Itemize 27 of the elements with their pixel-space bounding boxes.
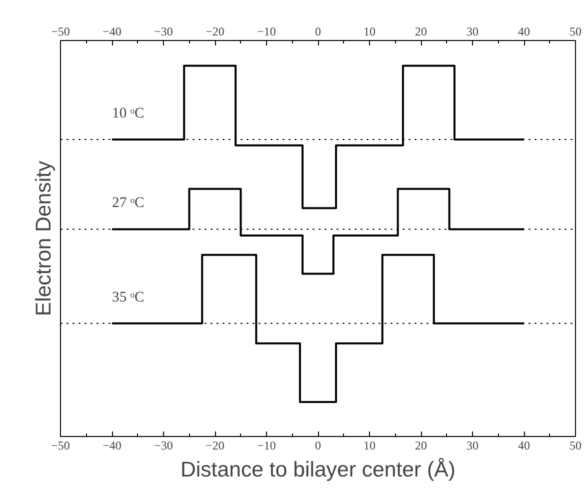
- series-label: 35 ᵒC: [112, 289, 144, 306]
- series-label: 27 ᵒC: [112, 195, 144, 212]
- x2-tick-label: −20: [206, 438, 224, 452]
- x2-tick-label: 40: [518, 438, 530, 452]
- x-tick-label: 50: [570, 24, 582, 38]
- x-tick-label: −10: [257, 24, 276, 38]
- x-tick-label: 40: [518, 24, 530, 38]
- x2-tick-label: 20: [415, 438, 427, 452]
- x2-tick-label: −10: [257, 438, 276, 452]
- x2-tick-label: 10: [364, 438, 376, 452]
- x2-tick-label: −50: [51, 438, 70, 452]
- x2-tick-label: 0: [315, 438, 321, 452]
- x-tick-label: −50: [51, 24, 70, 38]
- x-tick-label: 10: [364, 24, 376, 38]
- x-axis-title: Distance to bilayer center (Å): [180, 458, 456, 482]
- x-tick-label: −40: [102, 24, 122, 38]
- x2-tick-label: −30: [154, 438, 173, 452]
- x-tick-label: −20: [206, 24, 224, 38]
- x-tick-label: 0: [315, 24, 321, 38]
- series-label: 10 ᵒC: [112, 106, 144, 122]
- x-tick-label: 30: [466, 24, 478, 38]
- x-tick-label: −30: [154, 24, 173, 38]
- x-tick-label: 20: [415, 24, 427, 38]
- x2-tick-label: 50: [570, 438, 582, 452]
- y-axis-title: Electron Density: [32, 160, 56, 316]
- x2-tick-label: 30: [466, 438, 478, 452]
- x2-tick-label: −40: [102, 438, 122, 452]
